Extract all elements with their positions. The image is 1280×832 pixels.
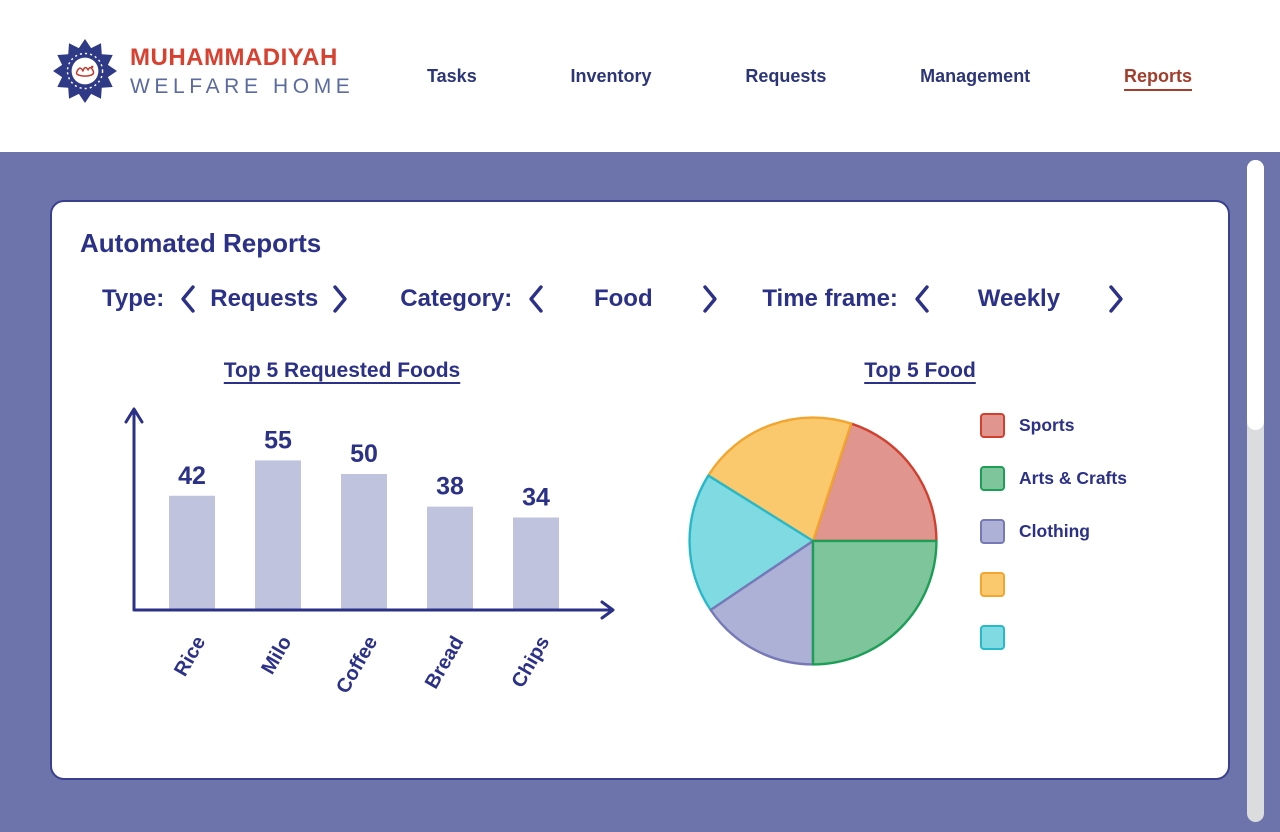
- bar-value-label: 50: [350, 440, 378, 468]
- pie-slice-unlabeled-cyan: [688, 474, 815, 612]
- app-header: MUHAMMADIYAH WELFARE HOME Tasks Inventor…: [0, 0, 1280, 152]
- bar-category-label: Rice: [170, 633, 210, 681]
- chevron-right-icon: [333, 285, 347, 313]
- muhammadiyah-emblem-icon: [53, 39, 117, 103]
- charts-row: Top 5 Requested Foods 42 Rice 55 Milo 50 Coff…: [80, 359, 1200, 700]
- chart-axes: [124, 407, 615, 620]
- pie-slice-unlabeled-yellow: [707, 416, 853, 543]
- nav-item-management[interactable]: Management: [920, 65, 1031, 86]
- chevron-left-icon: [181, 285, 195, 313]
- filter-category-next-button[interactable]: [700, 283, 720, 315]
- automated-reports-card: Automated Reports Type: Requests Cate: [50, 200, 1230, 780]
- report-filters: Type: Requests Category:: [102, 283, 1200, 315]
- legend-swatch-unlabeled-cyan: [980, 625, 1005, 650]
- main-nav: Tasks Inventory Requests Management Repo…: [427, 0, 1192, 152]
- legend-swatch-arts-crafts: [980, 466, 1005, 491]
- legend-label-clothing: Clothing: [1019, 521, 1090, 541]
- bar-rice: [169, 495, 215, 610]
- bar-value-label: 42: [178, 462, 206, 490]
- legend-label-sports: Sports: [1019, 415, 1075, 435]
- pie-slice-sports: [811, 422, 938, 543]
- chevron-left-icon: [915, 285, 929, 313]
- pie-slice-clothing: [709, 539, 815, 666]
- bar-category-label: Coffee: [332, 633, 382, 698]
- bar-value-label: 34: [522, 484, 550, 512]
- scrollbar-thumb[interactable]: [1247, 160, 1264, 430]
- bar-milo: [255, 460, 301, 610]
- bar-value-label: 38: [436, 473, 464, 501]
- chevron-right-icon: [1109, 285, 1123, 313]
- org-logo: MUHAMMADIYAH WELFARE HOME: [52, 38, 354, 104]
- filter-timeframe-prev-button[interactable]: [912, 283, 932, 315]
- bar-value-label: 55: [264, 426, 292, 454]
- chevron-left-icon: [529, 285, 544, 313]
- scrollbar-track[interactable]: [1247, 160, 1264, 822]
- nav-item-inventory[interactable]: Inventory: [570, 65, 652, 86]
- legend-row-arts-crafts: Arts & Crafts: [980, 466, 1127, 491]
- nav-item-tasks[interactable]: Tasks: [427, 65, 477, 86]
- filter-timeframe-label: Time frame:: [762, 285, 898, 312]
- legend-swatch-unlabeled-yellow: [980, 572, 1005, 597]
- filter-timeframe: Time frame: Weekly: [762, 283, 1130, 315]
- pie-legend: Sports Arts & Crafts Clothing: [980, 413, 1127, 678]
- legend-row-unlabeled-cyan: [980, 625, 1127, 650]
- legend-row-unlabeled-yellow: [980, 572, 1127, 597]
- filter-timeframe-value: Weekly: [977, 285, 1061, 312]
- logo-line2: WELFARE HOME: [130, 74, 355, 98]
- pie-chart-title: Top 5 Food: [864, 359, 976, 382]
- legend-swatch-clothing: [980, 519, 1005, 544]
- chevron-right-icon: [703, 285, 718, 313]
- filter-type-prev-button[interactable]: [178, 283, 198, 315]
- legend-row-sports: Sports: [980, 413, 1127, 438]
- nav-item-requests[interactable]: Requests: [745, 65, 827, 86]
- legend-row-clothing: Clothing: [980, 519, 1127, 544]
- page-title: Automated Reports: [80, 228, 322, 258]
- legend-swatch-sports: [980, 413, 1005, 438]
- bar-chart-title: Top 5 Requested Foods: [223, 359, 461, 382]
- bar-category-label: Chips: [507, 633, 554, 692]
- main-content-area: Automated Reports Type: Requests Cate: [0, 152, 1280, 832]
- logo-line1: MUHAMMADIYAH: [130, 43, 338, 71]
- pie-content: Sports Arts & Crafts Clothing: [678, 405, 1200, 678]
- filter-category-value: Food: [593, 285, 653, 312]
- logo-text: MUHAMMADIYAH WELFARE HOME: [130, 44, 354, 99]
- filter-type-value: Requests: [210, 285, 319, 312]
- pie-chart-svg: [688, 416, 938, 666]
- bar-category-label: Bread: [421, 633, 468, 693]
- filter-category-label: Category:: [400, 285, 513, 312]
- bar-category-label: Milo: [257, 633, 296, 679]
- filter-timeframe-next-button[interactable]: [1106, 283, 1126, 315]
- bar-chips: [513, 517, 559, 610]
- bar-chart-svg: 42 Rice 55 Milo 50 Coffee 38 Bread 34 Chips: [124, 407, 615, 698]
- filter-type-next-button[interactable]: [330, 283, 350, 315]
- bar-chart-block: Top 5 Requested Foods 42 Rice 55 Milo 50 Coff…: [92, 359, 652, 700]
- filter-category: Category: Food: [400, 283, 724, 315]
- legend-label-arts-crafts: Arts & Crafts: [1019, 468, 1127, 488]
- bar-coffee: [341, 474, 387, 610]
- nav-item-reports[interactable]: Reports: [1123, 65, 1192, 86]
- pie-chart-block: Top 5 Food Sports Arts & Crafts Clothing: [652, 359, 1200, 700]
- filter-category-prev-button[interactable]: [526, 283, 546, 315]
- filter-type: Type: Requests: [102, 283, 354, 315]
- filter-type-label: Type:: [102, 285, 165, 312]
- pie-slice-arts-crafts: [811, 539, 938, 666]
- bar-bread: [427, 506, 473, 610]
